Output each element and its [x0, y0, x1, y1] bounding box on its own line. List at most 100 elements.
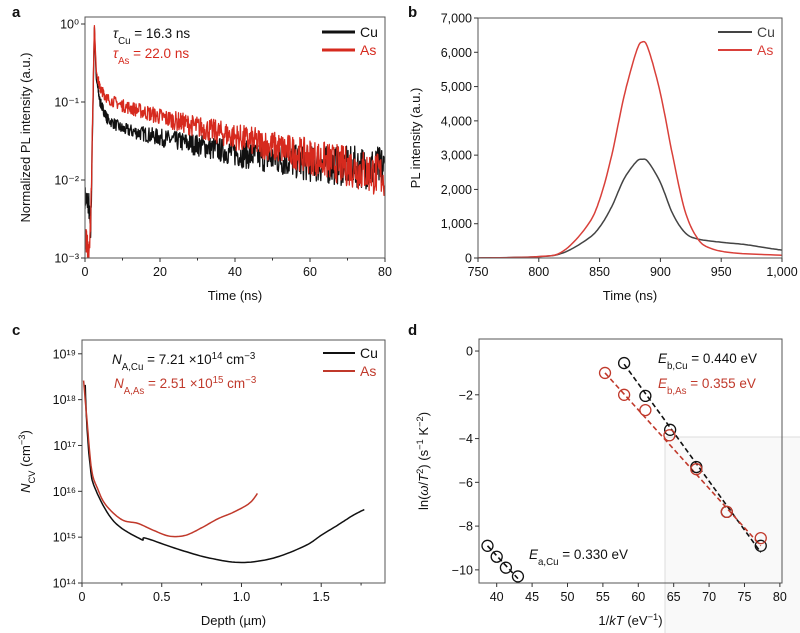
x-tick-label: 60	[303, 265, 317, 279]
x-tick-label: 20	[153, 265, 167, 279]
panel-letter: a	[12, 4, 21, 21]
y-tick-label: 10¹⁸	[53, 393, 76, 407]
plot-area	[478, 40, 782, 258]
label-part: (eV	[624, 613, 648, 628]
overlay-artifact	[664, 436, 800, 633]
x-tick-label: 65	[667, 590, 681, 604]
x-axis-label: Time (ns)	[208, 288, 262, 303]
label-part: N	[112, 352, 122, 367]
x-axis-label: Depth (µm)	[201, 613, 266, 628]
series-line-cu	[84, 384, 365, 564]
label-part: = 7.21 ×10	[143, 352, 211, 367]
legend: Cu As	[323, 345, 378, 379]
x-tick-label: 40	[490, 590, 504, 604]
label-part: = 22.0 ns	[129, 46, 189, 61]
annotation: Eb,As = 0.355 eV	[658, 376, 756, 397]
data-point-cu	[481, 539, 494, 552]
panel-a: a 0 20 40 60 80 10⁰ 10⁻¹ 10⁻² 10⁻³ Time (ns) Normal…	[12, 4, 392, 303]
label-part: b,Cu	[667, 361, 688, 372]
label-part: PL intensity (a.u.)	[408, 88, 423, 189]
label-part: 14	[212, 351, 223, 362]
y-tick-label: 10¹⁶	[53, 485, 76, 499]
label-part: ω	[416, 485, 431, 495]
annotation: Ea,Cu = 0.330 eV	[529, 547, 628, 568]
y-tick-label: −10	[452, 563, 473, 577]
series-line-as	[82, 380, 259, 538]
label-part: = 2.51 ×10	[144, 376, 212, 391]
series-line-cu	[478, 158, 782, 258]
legend-label: Cu	[360, 24, 378, 40]
x-tick-label: 80	[378, 265, 392, 279]
x-tick-label: 750	[468, 265, 489, 279]
data-point-cu	[490, 550, 503, 563]
annotation: τAs = 22.0 ns	[113, 46, 189, 67]
y-axis-label: NCV (cm−3)	[17, 430, 37, 493]
data-point-cu	[639, 389, 652, 403]
x-tick-label: 950	[711, 265, 732, 279]
label-part: −2	[415, 416, 425, 427]
label-part: = 0.355 eV	[686, 376, 755, 391]
plot-area	[85, 25, 385, 258]
x-tick-label: 900	[650, 265, 671, 279]
label-part: E	[658, 376, 668, 391]
plot-area	[82, 380, 365, 564]
label-part: A,As	[124, 386, 145, 397]
x-tick-label: 0	[82, 265, 89, 279]
label-part: −3	[17, 435, 27, 446]
data-point-as	[754, 531, 767, 545]
y-tick-label: 10⁰	[60, 18, 79, 32]
label-part: a,Cu	[538, 557, 559, 568]
data-point-cu	[754, 539, 767, 552]
annotation: NA,Cu = 7.21 ×1014 cm−3	[112, 351, 255, 373]
label-part: ) (s	[416, 449, 431, 468]
x-tick-label: 1,000	[766, 265, 797, 279]
label-part: Time (ns)	[603, 288, 657, 303]
annotation: τCu = 16.3 ns	[113, 26, 190, 47]
label-part: N	[18, 483, 33, 493]
label-part: E	[658, 351, 668, 366]
label-part: 15	[213, 375, 224, 386]
fit-line-2	[604, 372, 762, 547]
y-tick-label: 10⁻¹	[54, 96, 79, 110]
y-tick-label: 10⁻³	[54, 252, 79, 266]
plot-frame	[478, 338, 783, 584]
label-part: /	[416, 481, 431, 485]
legend-label: As	[360, 42, 376, 58]
label-part: cm	[223, 376, 245, 391]
y-tick-label: 0	[466, 345, 473, 359]
label-part: = 0.330 eV	[559, 547, 628, 562]
annotation: NA,As = 2.51 ×1015 cm−3	[114, 375, 256, 397]
plot-area	[481, 356, 767, 583]
annotation: Eb,Cu = 0.440 eV	[658, 351, 757, 372]
label-part: Depth (µm)	[201, 613, 266, 628]
label-part: (cm	[18, 445, 33, 470]
y-tick-label: 6,000	[441, 46, 472, 60]
label-part: K	[416, 427, 431, 440]
label-part: ln(	[416, 495, 431, 510]
y-axis-label: ln(ω/T2) (s−1 K−2)	[415, 412, 431, 510]
fit-line-1	[623, 363, 762, 553]
x-tick-label: 80	[773, 590, 787, 604]
x-tick-label: 40	[228, 265, 242, 279]
legend: Cu As	[322, 24, 378, 58]
y-tick-label: 10¹⁵	[53, 531, 76, 545]
label-part: T	[416, 473, 431, 482]
label-part: −3	[245, 375, 256, 386]
x-axis-label: 1/kT (eV−1)	[598, 612, 662, 628]
label-part: = 0.440 eV	[688, 351, 757, 366]
label-part: As	[118, 56, 129, 67]
y-tick-label: 1,000	[441, 217, 472, 231]
x-tick-label: 70	[702, 590, 716, 604]
y-tick-label: 10¹⁹	[53, 347, 76, 361]
x-tick-label: 1.5	[313, 590, 330, 604]
y-tick-label: 2,000	[441, 183, 472, 197]
plot-frame	[477, 17, 783, 259]
label-part: E	[529, 547, 539, 562]
data-point-cu	[663, 423, 677, 436]
label-part: −1	[648, 612, 659, 622]
x-tick-label: 50	[561, 590, 575, 604]
y-tick-label: 7,000	[441, 12, 472, 26]
label-part: = 16.3 ns	[131, 26, 191, 41]
data-point-as	[690, 463, 703, 476]
